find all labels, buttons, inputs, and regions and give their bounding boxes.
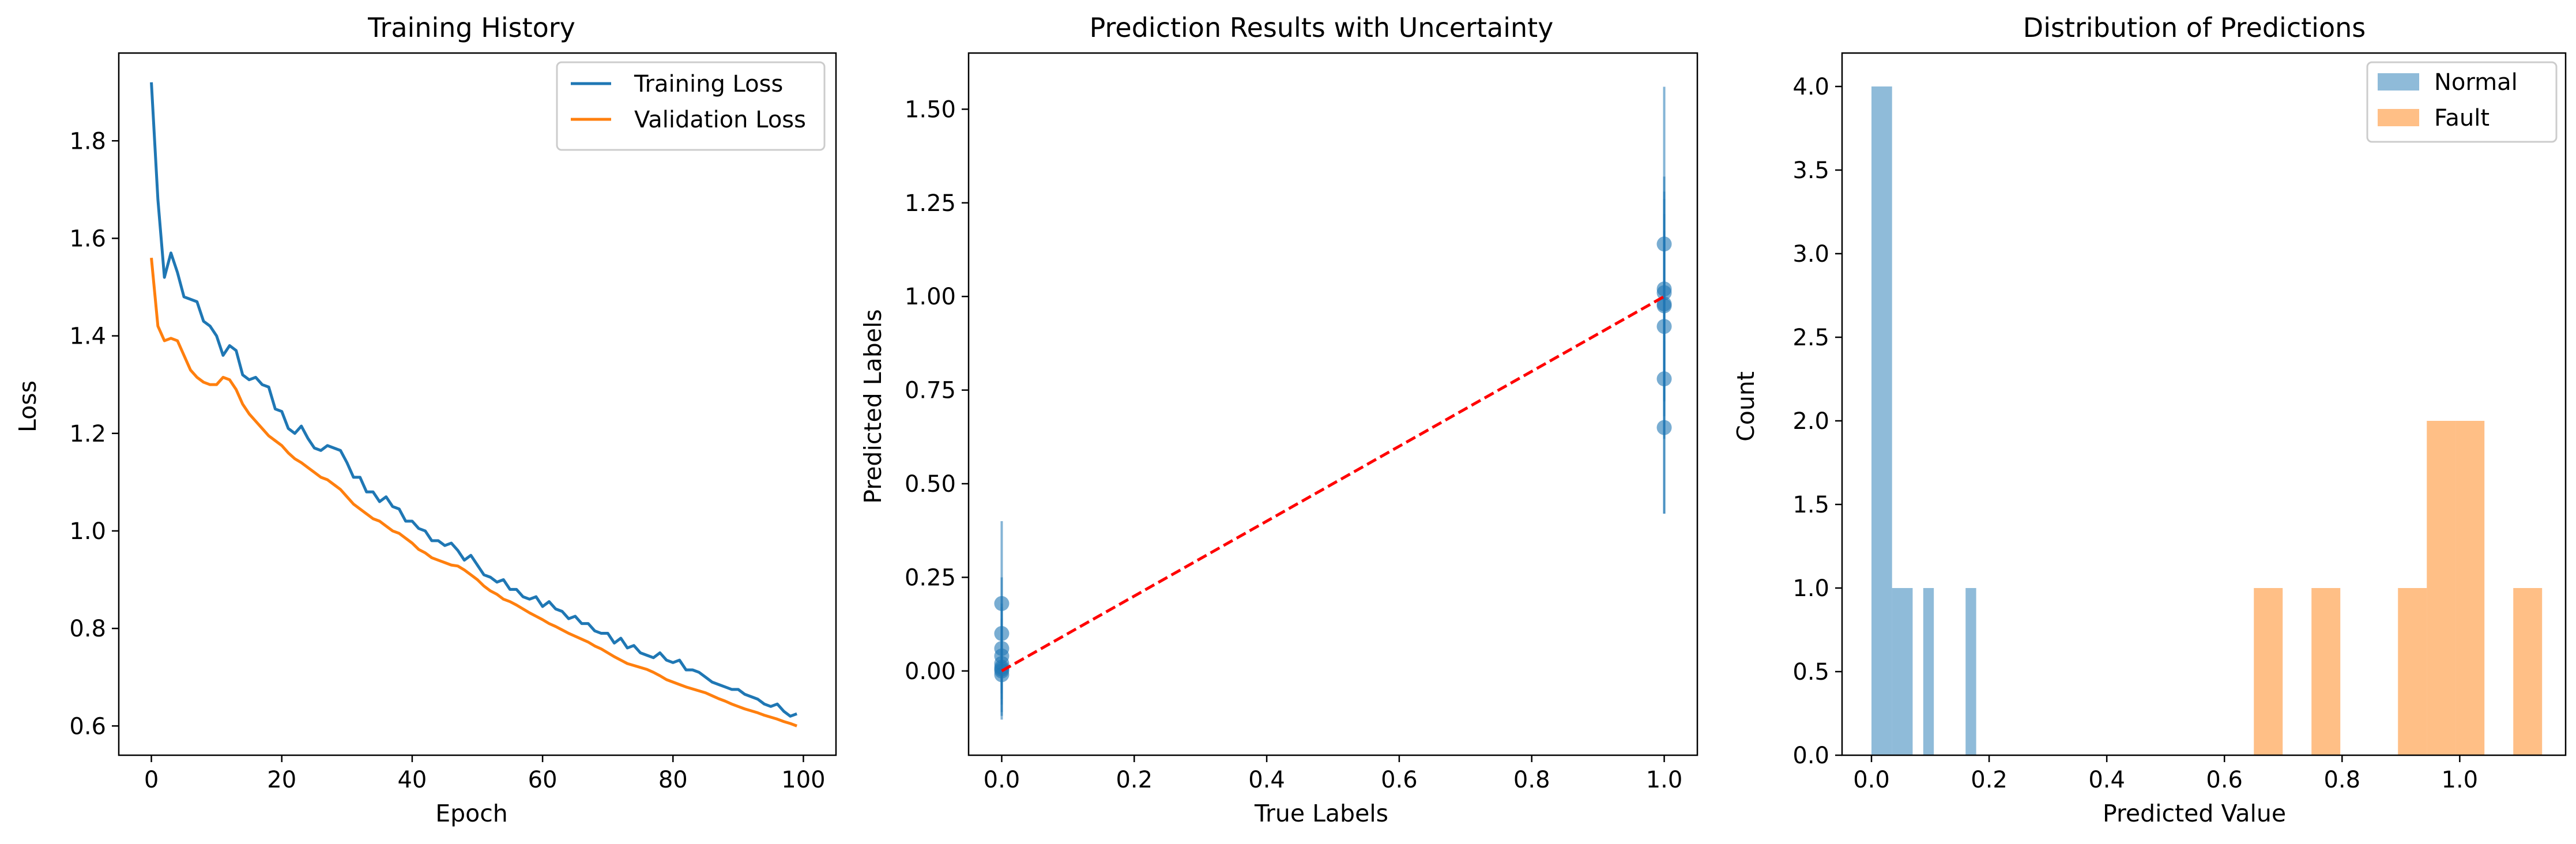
axes-frame: [967, 52, 1698, 756]
legend-label-training: Training Loss: [634, 71, 783, 97]
y-tick-label: 0.8: [69, 616, 106, 642]
fault-bar: [2456, 421, 2485, 755]
y-tick-label: 0.50: [905, 471, 956, 498]
y-tick-label: 1.2: [69, 421, 106, 447]
normal-bar: [1923, 588, 1934, 755]
y-tick-label: 1.4: [69, 323, 106, 350]
data-point: [994, 596, 1010, 611]
chart-title: Training History: [367, 12, 575, 43]
legend: Training Loss Validation Loss: [556, 61, 826, 151]
distribution-chart: Distribution of Predictions Predicted Va…: [1732, 12, 2567, 827]
data-point: [1656, 298, 1672, 314]
x-tick-label: 0.2: [1116, 767, 1153, 793]
x-tick-label: 0.0: [1853, 767, 1890, 793]
x-tick-label: 0.4: [1248, 767, 1285, 793]
y-tick-label: 4.0: [1792, 74, 1829, 100]
y-tick-label: 1.6: [69, 225, 106, 252]
training-history-chart: Training History Epoch Loss 0 20 40 60 80 100…: [14, 12, 837, 827]
x-tick-label: 20: [267, 767, 296, 793]
y-tick-label: 1.5: [1792, 492, 1829, 518]
fault-bar: [2427, 421, 2456, 755]
y-tick-label: 1.0: [1792, 575, 1829, 602]
y-tick-label: 3.0: [1792, 241, 1829, 267]
x-tick-label: 0.8: [2323, 767, 2360, 793]
y-tick-label: 1.50: [905, 96, 956, 123]
y-tick-label: 0.0: [1792, 743, 1829, 769]
legend-swatch-fault: [2378, 109, 2419, 126]
data-point: [1656, 285, 1672, 300]
x-tick-label: 0.8: [1513, 767, 1550, 793]
ideal-reference-line: [1001, 295, 1665, 673]
x-tick-label: 0: [144, 767, 159, 793]
plot-area: 0.0 0.2 0.4 0.6 0.8 1.0 0.0 0.5 1.0 1.5 2.0 2.5 3.0 3…: [1792, 52, 2567, 793]
y-tick-label: 1.25: [905, 190, 956, 217]
data-point: [1656, 319, 1672, 334]
x-axis-label: True Labels: [1254, 800, 1388, 827]
y-tick-label: 1.00: [905, 284, 956, 310]
normal-bar: [1965, 588, 1976, 755]
fault-bar: [2254, 588, 2283, 755]
legend-label-fault: Fault: [2434, 105, 2490, 131]
y-tick-label: 0.25: [905, 564, 956, 591]
validation-loss-line: [150, 258, 798, 728]
y-tick-label: 0.00: [905, 658, 956, 685]
training-loss-line: [150, 82, 798, 718]
x-tick-label: 0.0: [984, 767, 1020, 793]
legend-label-normal: Normal: [2434, 69, 2518, 96]
y-axis-label: Loss: [14, 380, 42, 432]
prediction-results-chart: Prediction Results with Uncertainty True…: [859, 12, 1698, 827]
chart-title: Prediction Results with Uncertainty: [1090, 12, 1554, 43]
x-axis-label: Predicted Value: [2103, 800, 2286, 827]
x-tick-label: 0.4: [2088, 767, 2125, 793]
y-tick-label: 1.8: [69, 128, 106, 155]
x-tick-label: 40: [397, 767, 427, 793]
x-tick-label: 80: [658, 767, 688, 793]
normal-bar: [1892, 588, 1913, 755]
y-tick-label: 3.5: [1792, 157, 1829, 184]
legend-swatch-normal: [2378, 73, 2419, 91]
x-tick-label: 1.0: [1646, 767, 1683, 793]
y-axis-label: Predicted Labels: [859, 309, 887, 503]
normal-bar: [1871, 86, 1892, 755]
y-tick-label: 0.6: [69, 713, 106, 740]
y-tick-label: 2.0: [1792, 408, 1829, 435]
y-axis-label: Count: [1732, 371, 1760, 442]
data-point: [1656, 371, 1672, 387]
legend-label-validation: Validation Loss: [634, 107, 806, 133]
x-tick-label: 0.6: [1381, 767, 1418, 793]
x-tick-label: 0.6: [2206, 767, 2243, 793]
data-point: [1656, 420, 1672, 435]
data-point: [1656, 236, 1672, 252]
x-tick-label: 0.2: [1971, 767, 2008, 793]
axes-frame: [1841, 52, 2567, 756]
chart-title: Distribution of Predictions: [2023, 12, 2366, 43]
fault-bar: [2398, 588, 2427, 755]
y-tick-label: 0.5: [1792, 659, 1829, 685]
plot-area: 0.0 0.2 0.4 0.6 0.8 1.0 0.00 0.25 0.50 0.75 1.00 1.…: [905, 52, 1698, 793]
y-tick-label: 2.5: [1792, 325, 1829, 351]
x-tick-label: 60: [528, 767, 558, 793]
y-tick-label: 0.75: [905, 378, 956, 404]
x-tick-label: 100: [781, 767, 825, 793]
x-axis-label: Epoch: [435, 800, 508, 827]
fault-bar: [2513, 588, 2543, 755]
axes-frame: [118, 52, 837, 756]
data-point: [994, 626, 1010, 641]
fault-bar: [2311, 588, 2341, 755]
plot-area: 0 20 40 60 80 100 0.6 0.8 1.0 1.2 1.4 1.6 1.8: [69, 52, 837, 793]
y-tick-label: 1.0: [69, 518, 106, 545]
legend: Normal Fault: [2366, 61, 2558, 143]
x-tick-label: 1.0: [2442, 767, 2479, 793]
data-point: [994, 667, 1010, 683]
legend-box: [556, 61, 826, 151]
